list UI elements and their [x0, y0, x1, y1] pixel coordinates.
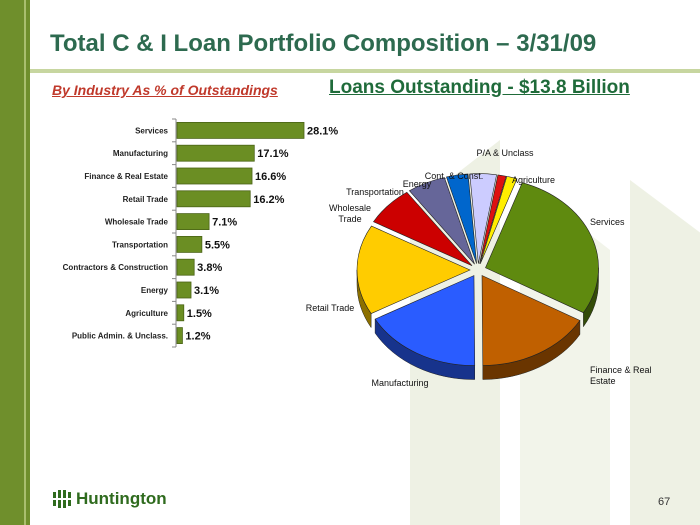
bar-value-label: 3.8%	[197, 262, 222, 274]
bar	[176, 122, 305, 139]
pie-chart-subtitle: Loans Outstanding - $13.8 Billion	[329, 77, 630, 98]
pie-slice	[372, 191, 473, 266]
pie-slice	[481, 275, 581, 366]
bar-value-label: 16.2%	[253, 194, 284, 206]
bar-value-label: 1.2%	[185, 331, 210, 343]
bar	[176, 213, 210, 231]
bar	[176, 235, 203, 253]
page-number: 67	[658, 496, 671, 508]
bar-chart-subtitle: By Industry As % of Outstandings	[52, 82, 278, 98]
pie-slice	[374, 275, 476, 366]
pie-slice-label: P/A & Unclass	[476, 148, 534, 158]
bar-category-label: Contractors & Construction	[63, 263, 168, 272]
pie-slice-label: Services	[590, 217, 625, 227]
huntington-logo: Huntington	[52, 489, 167, 509]
pie-slice-label: Finance & Real Estate	[590, 365, 652, 386]
pie-slice	[479, 174, 507, 264]
bar-value-label: 28.1%	[307, 125, 338, 137]
bar-value-label: 1.5%	[187, 308, 212, 320]
pie-slice-label: Retail Trade	[306, 303, 355, 313]
title-divider	[30, 69, 700, 73]
logo-text: Huntington	[76, 489, 167, 508]
pie-slice-label: Wholesale Trade	[329, 203, 371, 224]
pie-slice	[485, 182, 599, 314]
pie-slice-label: Energy	[403, 179, 432, 189]
bar-category-label: Manufacturing	[113, 149, 168, 158]
bar-category-label: Services	[135, 126, 168, 135]
bar-value-label: 5.5%	[205, 239, 230, 251]
bar-category-label: Finance & Real Estate	[84, 172, 168, 181]
pie-slice-label: Agriculture	[512, 175, 555, 185]
bar-value-label: 7.1%	[212, 217, 237, 229]
bar-category-label: Public Admin. & Unclass.	[72, 332, 168, 341]
pie-slice	[408, 177, 475, 265]
bar	[176, 304, 185, 322]
bar-value-label: 3.1%	[194, 285, 219, 297]
bar	[176, 167, 253, 185]
pie-slice	[356, 225, 471, 314]
bar-category-label: Energy	[141, 286, 169, 295]
pie-slice	[446, 173, 477, 264]
pie-slice	[479, 176, 518, 264]
pie-slice-label: Cont. & Const.	[425, 171, 484, 181]
bar-category-label: Retail Trade	[123, 195, 169, 204]
bar	[176, 190, 251, 208]
bar	[176, 258, 195, 276]
bar	[176, 144, 255, 162]
bar-value-label: 16.6%	[255, 171, 286, 183]
pie-slice	[469, 173, 497, 264]
bar	[176, 327, 183, 345]
bar-value-label: 17.1%	[257, 148, 288, 160]
pie-slice-label: Manufacturing	[371, 378, 428, 388]
bar-category-label: Wholesale Trade	[105, 218, 169, 227]
bar	[176, 281, 192, 299]
page-title: Total C & I Loan Portfolio Composition –…	[50, 30, 597, 57]
bar-category-label: Transportation	[112, 240, 168, 249]
pie-slice-label: Transportation	[346, 187, 404, 197]
huntington-logo-icon	[53, 490, 71, 508]
side-stripe	[24, 0, 26, 525]
bar-category-label: Agriculture	[125, 309, 168, 318]
